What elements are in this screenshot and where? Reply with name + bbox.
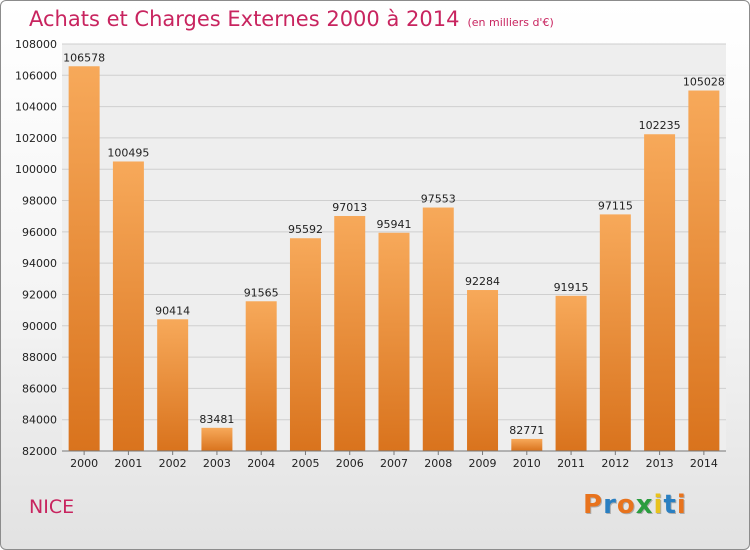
y-tick-label: 82000: [22, 445, 57, 458]
bar-2005: [289, 238, 321, 451]
value-label-2014: 105028: [683, 76, 725, 89]
bar-2011: [555, 295, 587, 451]
y-tick-label: 84000: [22, 414, 57, 427]
x-tick-label-2000: 2000: [70, 457, 98, 470]
x-tick-label-2006: 2006: [336, 457, 364, 470]
x-tick-label-2008: 2008: [424, 457, 452, 470]
x-tick-label-2003: 2003: [203, 457, 231, 470]
logo-letter: t: [663, 490, 677, 520]
logo-letter: x: [635, 490, 654, 520]
value-label-2001: 100495: [107, 146, 149, 159]
bar-2001: [112, 161, 144, 451]
logo-letter: r: [603, 490, 617, 520]
bar-2008: [422, 207, 454, 451]
logo-letter: i: [653, 490, 664, 520]
y-tick-label: 94000: [22, 257, 57, 270]
bar-2013: [644, 134, 676, 451]
value-label-2002: 90414: [155, 304, 190, 317]
value-label-2010: 82771: [509, 424, 544, 437]
logo-letter: P: [583, 490, 604, 520]
x-tick-label-2011: 2011: [557, 457, 585, 470]
chart-title-text: Achats et Charges Externes 2000 à 2014: [29, 7, 460, 31]
y-tick-label: 98000: [22, 195, 57, 208]
y-tick-label: 92000: [22, 288, 57, 301]
y-tick-label: 104000: [15, 101, 57, 114]
bars: 106578 100495 90414 83481 91565 95592 97013 959…: [63, 51, 725, 452]
value-label-2004: 91565: [244, 286, 279, 299]
chart-title: Achats et Charges Externes 2000 à 2014 (e…: [29, 7, 554, 31]
x-tick-label-2002: 2002: [159, 457, 187, 470]
x-axis: 2000 2001 2002 2003 2004 2005 2006 2007 2008 2009…: [70, 451, 718, 470]
value-label-2007: 95941: [377, 218, 412, 231]
y-tick-label: 86000: [22, 382, 57, 395]
x-tick-label-2004: 2004: [247, 457, 275, 470]
x-tick-label-2005: 2005: [291, 457, 319, 470]
logo-letter: i: [676, 490, 687, 520]
value-label-2011: 91915: [554, 281, 589, 294]
bar-2009: [467, 290, 499, 451]
bar-2006: [334, 215, 366, 451]
value-label-2000: 106578: [63, 51, 105, 64]
y-tick-label: 90000: [22, 320, 57, 333]
bar-2012: [599, 214, 631, 451]
x-tick-label-2012: 2012: [601, 457, 629, 470]
y-tick-label: 100000: [15, 163, 57, 176]
bar-2014: [688, 90, 720, 452]
value-label-2003: 83481: [199, 413, 234, 426]
y-tick-label: 96000: [22, 226, 57, 239]
value-label-2008: 97553: [421, 193, 456, 206]
bar-2003: [201, 427, 233, 451]
proxiti-logo: Proxiti: [583, 490, 687, 520]
bar-2000: [68, 66, 100, 451]
y-tick-label: 106000: [15, 69, 57, 82]
bar-2004: [245, 301, 277, 451]
x-tick-label-2009: 2009: [469, 457, 497, 470]
x-tick-label-2001: 2001: [114, 457, 142, 470]
bar-2002: [157, 319, 189, 451]
y-tick-label: 102000: [15, 132, 57, 145]
city-name: NICE: [29, 496, 75, 518]
chart-subtitle: (en milliers d'€): [467, 16, 554, 29]
x-tick-label-2014: 2014: [690, 457, 718, 470]
value-label-2006: 97013: [332, 201, 367, 214]
y-axis: 82000 84000 86000 88000 90000 92000 94000 96000…: [15, 38, 57, 458]
logo-letter: o: [616, 490, 636, 520]
y-tick-label: 108000: [15, 38, 57, 51]
x-tick-label-2010: 2010: [513, 457, 541, 470]
value-label-2009: 92284: [465, 275, 500, 288]
value-label-2005: 95592: [288, 223, 323, 236]
value-label-2012: 97115: [598, 199, 633, 212]
bar-2010: [511, 438, 543, 451]
y-tick-label: 88000: [22, 351, 57, 364]
value-label-2013: 102235: [639, 119, 681, 132]
x-tick-label-2013: 2013: [646, 457, 674, 470]
bar-2007: [378, 232, 410, 451]
x-tick-label-2007: 2007: [380, 457, 408, 470]
